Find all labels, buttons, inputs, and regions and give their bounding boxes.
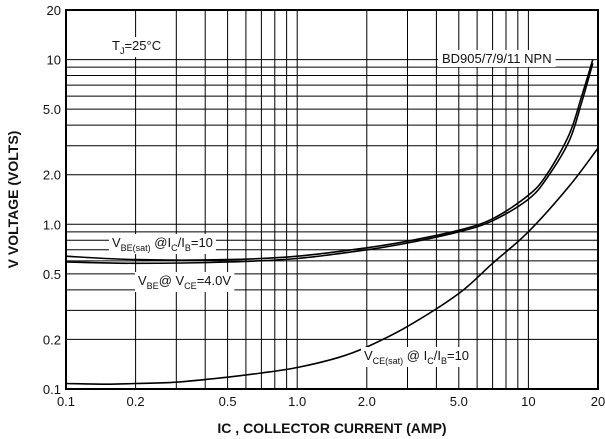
svg-text:BD905/7/9/11 NPN: BD905/7/9/11 NPN <box>442 51 552 66</box>
y-tick-label: 20 <box>47 3 61 18</box>
annotation-temperature: TJ=25°C <box>109 37 165 57</box>
x-tick-label: 2.0 <box>358 394 376 409</box>
curves <box>65 59 599 386</box>
y-tick-label: 0.1 <box>43 382 61 397</box>
y-tick-label: 5.0 <box>43 102 61 117</box>
x-tick-label: 0.1 <box>57 394 75 409</box>
x-tick-label: 10 <box>521 394 535 409</box>
plot-frame <box>65 9 599 390</box>
svg-text:VBE@ VCE=4.0V: VBE@ VCE=4.0V <box>138 273 231 291</box>
x-tick-label: 1.0 <box>288 394 306 409</box>
y-tick-label: 1.0 <box>43 217 61 232</box>
x-tick-label: 0.2 <box>127 394 145 409</box>
y-tick-label: 10 <box>47 53 61 68</box>
annotation-device: BD905/7/9/11 NPN <box>438 50 556 67</box>
series-line-vce-sat <box>65 147 599 386</box>
svg-text:VCE(sat) @ IC/IB=10: VCE(sat) @ IC/IB=10 <box>364 348 469 366</box>
svg-text:VBE(sat) @IC/IB=10: VBE(sat) @IC/IB=10 <box>112 235 213 253</box>
annotation-vce-sat: VCE(sat) @ IC/IB=10 <box>361 347 473 367</box>
svg-text:TJ=25°C: TJ=25°C <box>112 38 161 56</box>
y-tick-label: 2.0 <box>43 168 61 183</box>
annotation-vbe: VBE@ VCE=4.0V <box>135 272 235 292</box>
x-tick-label: 5.0 <box>450 394 468 409</box>
y-tick-label: 0.2 <box>43 332 61 347</box>
annotation-vbe-sat: VBE(sat) @IC/IB=10 <box>109 234 216 254</box>
tick-labels: 0.1 0.2 0.5 1.0 2.0 5.0 10 20 0.1 0.2 0.5 1.0 2.0 5.0… <box>43 3 605 409</box>
series-line-vbe <box>65 63 594 265</box>
y-tick-label: 0.5 <box>43 267 61 282</box>
y-axis-title: V VOLTAGE (VOLTS) <box>5 131 21 269</box>
x-axis-title: IC , COLLECTOR CURRENT (AMP) <box>217 420 446 436</box>
series-line-vbe-sat <box>65 59 594 261</box>
x-tick-label: 20 <box>591 394 605 409</box>
x-tick-label: 0.5 <box>219 394 237 409</box>
